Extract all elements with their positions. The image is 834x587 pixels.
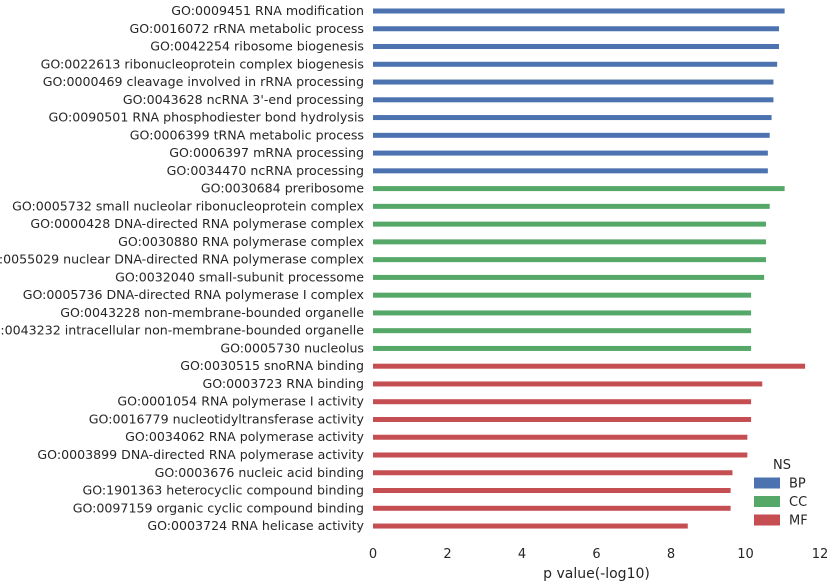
legend-swatch-bp xyxy=(754,477,780,489)
category-label: GO:0030515 snoRNA binding xyxy=(180,358,364,373)
category-label: GO:0022613 ribonucleoprotein complex bio… xyxy=(41,56,364,71)
category-label: GO:0003676 nucleic acid binding xyxy=(155,465,364,480)
category-label: GO:0001054 RNA polymerase I activity xyxy=(117,394,364,409)
category-label: GO:0005732 small nucleolar ribonucleopro… xyxy=(12,198,364,213)
category-label: GO:0005730 nucleolus xyxy=(220,340,364,355)
x-tick-label: 10 xyxy=(737,547,754,562)
category-label: GO:0032040 small-subunit processome xyxy=(115,269,364,284)
category-label: GO:0003724 RNA helicase activity xyxy=(147,518,364,533)
bar-bp xyxy=(373,8,785,14)
bar-bp xyxy=(373,61,778,67)
bar-cc xyxy=(373,221,766,227)
legend-label-mf: MF xyxy=(789,514,808,529)
category-label: GO:0006399 tRNA metabolic process xyxy=(130,127,364,142)
category-labels: GO:0009451 RNA modification GO:0016072 rR… xyxy=(0,3,365,533)
category-label: GO:0009451 RNA modification xyxy=(171,3,364,18)
x-axis-label: p value(-log10) xyxy=(543,566,650,582)
bar-cc xyxy=(373,292,752,298)
bar-mf xyxy=(373,505,731,511)
legend-title: NS xyxy=(773,458,791,473)
bar-bp xyxy=(373,132,770,138)
x-tick-label: 8 xyxy=(667,547,675,562)
legend: NS BP CC MF xyxy=(754,458,808,529)
bar-bp xyxy=(373,97,774,103)
bar-bp xyxy=(373,26,780,32)
category-label: GO:0042254 ribosome biogenesis xyxy=(150,39,364,54)
bar-bp xyxy=(373,79,774,85)
bar-cc xyxy=(373,186,785,192)
bar-cc xyxy=(373,257,766,263)
category-label: GO:0000428 DNA-directed RNA polymerase c… xyxy=(30,216,364,231)
legend-label-cc: CC xyxy=(789,495,807,510)
bar-mf xyxy=(373,416,752,422)
category-label: GO:0003899 DNA-directed RNA polymerase a… xyxy=(37,447,364,462)
bar-cc xyxy=(373,274,765,280)
bar-mf xyxy=(373,381,763,387)
bar-mf xyxy=(373,470,733,476)
category-label: GO:1901363 heterocyclic compound binding xyxy=(82,483,364,498)
bar-cc xyxy=(373,310,752,316)
category-label: GO:0030684 preribosome xyxy=(201,181,364,196)
bar-cc xyxy=(373,203,770,209)
bar-cc xyxy=(373,345,752,351)
bar-bp xyxy=(373,115,772,121)
bar-mf xyxy=(373,399,752,405)
bar-cc xyxy=(373,328,752,334)
category-label: GO:0016072 rRNA metabolic process xyxy=(130,21,364,36)
category-label: GO:0000469 cleavage involved in rRNA pro… xyxy=(43,74,364,89)
bar-cc xyxy=(373,239,766,245)
bar-bp xyxy=(373,44,780,50)
x-tick-label: 0 xyxy=(369,547,377,562)
x-tick-label: 6 xyxy=(592,547,600,562)
category-label: GO:0030880 RNA polymerase complex xyxy=(118,234,364,249)
category-label: GO:0006397 mRNA processing xyxy=(169,145,364,160)
bar-mf xyxy=(373,363,806,369)
bar-mf xyxy=(373,452,748,458)
x-tick-label: 4 xyxy=(518,547,526,562)
category-label: GO:0090501 RNA phosphodiester bond hydro… xyxy=(49,110,364,125)
category-label: GO:0005736 DNA-directed RNA polymerase I… xyxy=(23,287,365,302)
legend-swatch-mf xyxy=(754,514,780,526)
x-axis-ticks: 0 2 4 6 8 10 12 xyxy=(369,547,828,562)
bar-mf xyxy=(373,523,688,529)
bar-bp xyxy=(373,168,768,174)
legend-label-bp: BP xyxy=(789,477,806,492)
bar-mf xyxy=(373,488,731,494)
bar-bp xyxy=(373,150,768,156)
category-label: GO:0003723 RNA binding xyxy=(202,376,364,391)
category-label: GO:0043628 ncRNA 3'-end processing xyxy=(123,92,364,107)
category-label: GO:0055029 nuclear DNA-directed RNA poly… xyxy=(0,252,365,267)
category-label: GO:0097159 organic cyclic compound bindi… xyxy=(73,500,364,515)
x-tick-label: 12 xyxy=(812,547,829,562)
x-tick-label: 2 xyxy=(443,547,451,562)
category-label: GO:0016779 nucleotidyltransferase activi… xyxy=(89,411,365,426)
category-label: GO:0034470 ncRNA processing xyxy=(167,163,364,178)
category-label: GO:0034062 RNA polymerase activity xyxy=(125,429,364,444)
category-label: GO:0043232 intracellular non-membrane-bo… xyxy=(0,323,364,338)
bar-mf xyxy=(373,434,748,440)
bars-layer xyxy=(373,8,806,529)
legend-swatch-cc xyxy=(754,496,780,507)
category-label: GO:0043228 non-membrane-bounded organell… xyxy=(60,305,364,320)
